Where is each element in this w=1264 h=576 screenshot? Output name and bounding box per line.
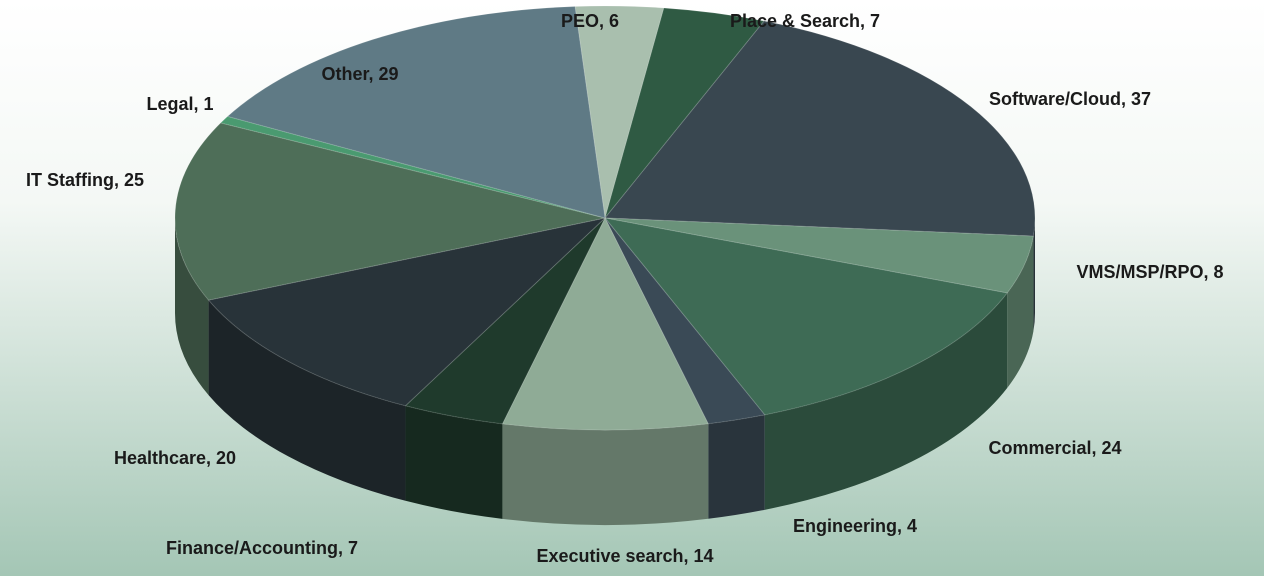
pie-side [1033,218,1035,332]
data-label: PEO, 6 [561,11,619,31]
data-label: Software/Cloud, 37 [989,89,1151,109]
pie-slice [604,217,766,425]
data-label: Commercial, 24 [988,438,1121,458]
data-label: IT Staffing, 25 [26,170,144,190]
data-label: Engineering, 4 [793,516,917,536]
pie-side [175,218,209,396]
pie-slice [604,217,1035,294]
data-label: Executive search, 14 [536,546,713,566]
data-label: Legal, 1 [146,94,213,114]
data-label: VMS/MSP/RPO, 8 [1076,262,1223,282]
pie-slice [219,115,606,219]
pie-side [764,293,1008,510]
pie-slice [574,5,665,219]
pie-slice [226,6,606,219]
pie-slice [603,20,1036,237]
pie-slice [501,216,709,431]
pie-side [1007,236,1034,389]
pie-slice [174,122,606,301]
pie-slice [404,217,606,425]
data-label: Healthcare, 20 [114,448,236,468]
data-label: Place & Search, 7 [730,11,880,31]
pie-side [502,423,709,526]
pie-side [405,405,503,519]
pie-slice [207,217,607,407]
pie-side [208,300,406,501]
pie-slice [603,217,1009,416]
data-label: Finance/Accounting, 7 [166,538,358,558]
pie-side [708,414,765,519]
pie-slice [604,7,766,219]
data-label: Other, 29 [321,64,398,84]
